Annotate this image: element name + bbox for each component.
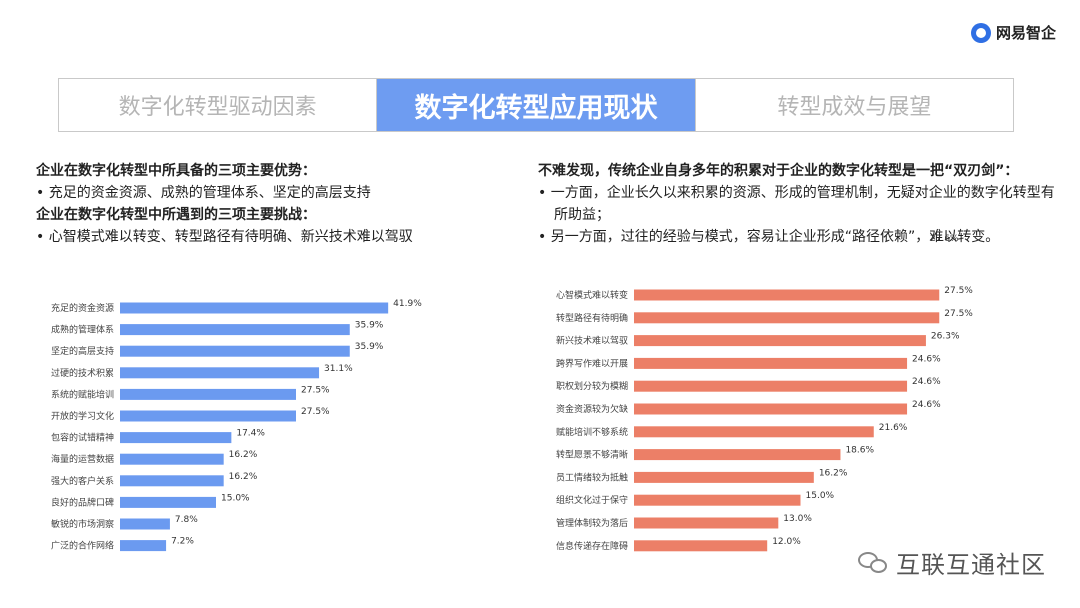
right-bar xyxy=(634,471,814,483)
left-value-label: 35.9% xyxy=(355,342,384,352)
left-category-label: 充足的资金资源 xyxy=(51,302,114,314)
left-category-label: 海量的运营数据 xyxy=(51,453,114,465)
right-category-label: 转型路径有待明确 xyxy=(556,312,628,324)
double-edged-text: 不难发现，传统企业自身多年的积累对于企业的数字化转型是一把“双刃剑”： • 一方… xyxy=(538,160,1058,248)
left-category-label: 系统的赋能培训 xyxy=(51,388,114,400)
watermark: 互联互通社区 xyxy=(858,545,1046,580)
right-bar xyxy=(634,357,908,369)
stray-value-label: 27.6% xyxy=(930,234,959,244)
tab-outcomes-outlook[interactable]: 转型成效与展望 xyxy=(777,95,932,120)
left-bar xyxy=(120,496,216,508)
right-value-label: 16.2% xyxy=(819,468,848,478)
logo-text: 网易智企 xyxy=(995,24,1056,42)
left-value-label: 31.1% xyxy=(324,364,353,374)
right-value-label: 27.5% xyxy=(944,309,973,319)
logo-icon xyxy=(970,22,991,43)
right-bar xyxy=(634,289,940,301)
right-value-label: 27.5% xyxy=(944,286,973,296)
right-bar xyxy=(634,403,908,415)
left-bar xyxy=(120,453,224,465)
right-bar xyxy=(634,335,926,347)
left-category-label: 成熟的管理体系 xyxy=(51,324,114,336)
left-value-label: 27.5% xyxy=(301,407,330,417)
right-value-label: 13.0% xyxy=(783,514,812,524)
left-category-label: 强大的客户关系 xyxy=(51,475,114,487)
left-bar xyxy=(120,475,224,487)
left-value-label: 7.8% xyxy=(175,515,198,525)
left-bar xyxy=(120,432,232,444)
advantages-text: 企业在数字化转型中所具备的三项主要优势： • 充足的资金资源、成熟的管理体系、坚… xyxy=(36,160,506,248)
right-value-label: 21.6% xyxy=(879,423,908,433)
right-value-label: 24.6% xyxy=(912,400,941,410)
left-value-label: 17.4% xyxy=(236,429,265,439)
double-edged-bullet-1: • 一方面，企业长久以来积累的资源、形成的管理机制，无疑对企业的数字化转型有所助… xyxy=(538,185,1055,223)
left-bar xyxy=(120,345,350,357)
double-edged-heading: 不难发现，传统企业自身多年的积累对于企业的数字化转型是一把“双刃剑”： xyxy=(538,163,1019,179)
left-value-label: 7.2% xyxy=(171,537,194,547)
right-category-label: 信息传递存在障碍 xyxy=(556,540,628,552)
advantages-heading: 企业在数字化转型中所具备的三项主要优势： xyxy=(36,163,316,179)
left-bar xyxy=(120,324,350,336)
right-category-label: 管理体制较为落后 xyxy=(556,517,628,529)
advantages-bullet: • 充足的资金资源、成熟的管理体系、坚定的高层支持 xyxy=(36,185,371,201)
left-bar xyxy=(120,388,296,400)
tab-application-status[interactable]: 数字化转型应用现状 xyxy=(377,79,696,131)
right-category-label: 新兴技术难以驾驭 xyxy=(556,335,628,347)
watermark-text: 互联互通社区 xyxy=(896,551,1046,579)
double-edged-bullet-2: • 另一方面，过往的经验与模式，容易让企业形成“路径依赖”，难以转变。 xyxy=(538,229,1000,245)
left-category-label: 坚定的高层支持 xyxy=(51,345,114,357)
left-value-label: 15.0% xyxy=(221,493,250,503)
left-category-label: 过硬的技术积累 xyxy=(51,367,114,379)
right-bar xyxy=(634,494,801,506)
right-value-label: 26.3% xyxy=(931,332,960,342)
right-bar xyxy=(634,517,779,529)
right-category-label: 赋能培训不够系统 xyxy=(556,426,628,438)
wechat-icon xyxy=(858,551,888,574)
right-category-label: 心智模式难以转变 xyxy=(556,289,628,301)
right-value-label: 24.6% xyxy=(912,354,941,364)
right-bar xyxy=(634,449,841,461)
left-category-label: 开放的学习文化 xyxy=(51,410,114,422)
right-bar xyxy=(634,380,908,392)
tab-driving-factors[interactable]: 数字化转型驱动因素 xyxy=(59,79,378,131)
left-value-label: 41.9% xyxy=(393,299,422,309)
brand-logo: 网易智企 xyxy=(970,22,1056,43)
right-value-label: 15.0% xyxy=(806,491,835,501)
left-bar xyxy=(120,302,389,314)
left-category-label: 良好的品牌口碑 xyxy=(51,496,114,508)
left-bar xyxy=(120,518,170,530)
left-category-label: 包容的试错精神 xyxy=(51,432,114,444)
left-bar xyxy=(120,367,320,379)
right-bar xyxy=(634,540,768,552)
left-category-label: 敏锐的市场洞察 xyxy=(51,518,114,530)
challenges-heading: 企业在数字化转型中所遇到的三项主要挑战： xyxy=(36,207,316,223)
right-category-label: 组织文化过于保守 xyxy=(556,494,628,506)
left-value-label: 16.2% xyxy=(229,450,258,460)
challenges-bullet: • 心智模式难以转变、转型路径有待明确、新兴技术难以驾驭 xyxy=(36,229,413,245)
right-category-label: 员工情绪较为抵触 xyxy=(556,471,628,483)
right-value-label: 12.0% xyxy=(772,537,801,547)
right-category-label: 转型愿景不够清晰 xyxy=(556,449,628,461)
right-category-label: 资金资源较为欠缺 xyxy=(556,403,628,415)
right-value-label: 24.6% xyxy=(912,377,941,387)
left-bar xyxy=(120,540,167,552)
right-bar xyxy=(634,312,940,324)
left-value-label: 35.9% xyxy=(355,321,384,331)
left-bar xyxy=(120,410,296,422)
right-category-label: 职权划分较为模糊 xyxy=(556,380,628,392)
section-tabs: 数字化转型驱动因素 数字化转型应用现状 转型成效与展望 xyxy=(58,78,1014,132)
right-category-label: 跨界写作难以开展 xyxy=(556,357,628,369)
right-bar xyxy=(634,426,874,438)
left-value-label: 16.2% xyxy=(229,472,258,482)
right-value-label: 18.6% xyxy=(845,446,874,456)
left-category-label: 广泛的合作网络 xyxy=(51,540,114,552)
left-value-label: 27.5% xyxy=(301,385,330,395)
